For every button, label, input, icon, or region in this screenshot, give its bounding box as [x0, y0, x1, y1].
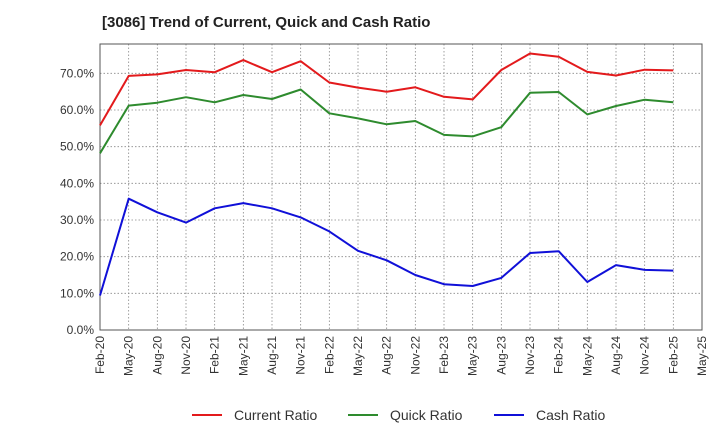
x-tick-label: May-24 [580, 336, 594, 376]
x-tick-label: Aug-21 [265, 336, 279, 375]
x-axis-ticks: Feb-20 May-20 Aug-20 Nov-20 Feb-21 May-21 Aug-… [93, 336, 709, 376]
x-tick-label: Aug-23 [494, 336, 508, 375]
x-tick-label: Aug-24 [609, 336, 623, 375]
x-tick-label: Feb-20 [93, 336, 107, 374]
series-lines [99, 52, 674, 296]
x-tick-label: Feb-24 [552, 336, 566, 374]
chart-title: [3086] Trend of Current, Quick and Cash … [102, 14, 431, 31]
x-tick-label: Nov-23 [523, 336, 537, 375]
x-tick-label: Feb-21 [208, 336, 222, 374]
y-tick-label: 70.0% [60, 66, 94, 80]
series-line-current-ratio [99, 52, 674, 126]
legend-label-cash-ratio: Cash Ratio [536, 407, 605, 423]
x-tick-label: Feb-22 [322, 336, 336, 374]
x-tick-label: Nov-20 [179, 336, 193, 375]
y-tick-label: 50.0% [60, 140, 94, 154]
x-tick-label: Feb-25 [666, 336, 680, 374]
legend-label-current-ratio: Current Ratio [234, 407, 317, 423]
x-tick-label: Aug-22 [380, 336, 394, 375]
x-tick-label: Aug-20 [150, 336, 164, 375]
y-tick-label: 20.0% [60, 250, 94, 264]
grid-lines [100, 44, 702, 330]
plot-area [99, 43, 703, 331]
x-tick-label: May-23 [466, 336, 480, 376]
x-tick-label: May-20 [122, 336, 136, 376]
y-tick-label: 30.0% [60, 213, 94, 227]
y-tick-label: 10.0% [60, 286, 94, 300]
x-tick-label: May-22 [351, 336, 365, 376]
y-tick-label: 60.0% [60, 103, 94, 117]
x-tick-label: May-21 [236, 336, 250, 376]
y-tick-label: 0.0% [67, 323, 95, 337]
legend: Current Ratio Quick Ratio Cash Ratio [192, 407, 605, 423]
legend-label-quick-ratio: Quick Ratio [390, 407, 463, 423]
y-axis-ticks: 0.0% 10.0% 20.0% 30.0% 40.0% 50.0% 60.0% 70.0% [60, 66, 94, 337]
x-tick-label: Nov-21 [294, 336, 308, 375]
x-tick-label: Feb-23 [437, 336, 451, 374]
series-line-quick-ratio [99, 88, 674, 154]
x-tick-label: Nov-24 [638, 336, 652, 375]
x-tick-label: Nov-22 [408, 336, 422, 375]
series-line-cash-ratio [99, 197, 674, 296]
x-tick-label: May-25 [695, 336, 709, 376]
y-tick-label: 40.0% [60, 176, 94, 190]
